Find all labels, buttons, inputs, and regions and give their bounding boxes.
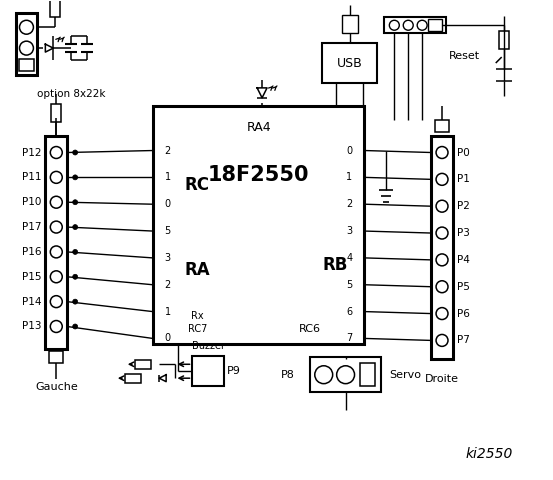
Circle shape [72, 299, 77, 304]
Bar [428, 19, 442, 31]
Text: P8: P8 [281, 370, 295, 380]
Circle shape [436, 308, 448, 320]
Text: P1: P1 [457, 174, 470, 184]
Circle shape [436, 335, 448, 347]
Circle shape [72, 274, 77, 279]
Text: Buzzer: Buzzer [192, 341, 225, 351]
Circle shape [50, 196, 62, 208]
Bar [431, 136, 453, 360]
Text: 2: 2 [165, 145, 171, 156]
Text: 5: 5 [346, 280, 353, 290]
Bar [49, 351, 63, 363]
Bar [51, 104, 61, 122]
Circle shape [50, 171, 62, 183]
Circle shape [403, 20, 413, 30]
Text: 4: 4 [346, 253, 353, 263]
Text: RC6: RC6 [299, 324, 321, 335]
Circle shape [315, 366, 333, 384]
Text: Servo: Servo [389, 370, 421, 380]
Text: P0: P0 [457, 147, 469, 157]
Text: P11: P11 [22, 172, 41, 182]
Bar [322, 43, 377, 83]
Text: ki2550: ki2550 [465, 447, 513, 461]
Text: 5: 5 [165, 226, 171, 236]
Text: P16: P16 [22, 247, 41, 257]
Bar [135, 360, 151, 369]
Text: 1: 1 [346, 172, 353, 182]
Circle shape [19, 20, 33, 34]
Text: 2: 2 [346, 199, 353, 209]
Circle shape [50, 271, 62, 283]
Circle shape [72, 200, 77, 204]
Text: 2: 2 [165, 280, 171, 290]
Text: P3: P3 [457, 228, 470, 238]
Text: P7: P7 [457, 336, 470, 346]
Circle shape [50, 221, 62, 233]
Circle shape [436, 227, 448, 239]
Bar [15, 13, 38, 75]
Circle shape [50, 296, 62, 308]
Text: P5: P5 [457, 282, 470, 292]
Text: Droite: Droite [425, 374, 459, 384]
Circle shape [72, 150, 77, 155]
Text: Gauche: Gauche [35, 382, 77, 392]
Text: 6: 6 [346, 307, 353, 317]
Text: 0: 0 [346, 145, 353, 156]
Circle shape [72, 225, 77, 229]
Circle shape [72, 250, 77, 254]
Text: RB: RB [323, 256, 348, 274]
Circle shape [50, 246, 62, 258]
Text: option 8x22k: option 8x22k [37, 89, 106, 99]
Circle shape [436, 200, 448, 212]
Text: P10: P10 [22, 197, 41, 207]
Circle shape [436, 146, 448, 158]
Circle shape [417, 20, 427, 30]
Text: 3: 3 [346, 226, 353, 236]
Circle shape [72, 324, 77, 329]
Text: RC: RC [185, 176, 210, 194]
Text: P15: P15 [22, 272, 41, 282]
Circle shape [337, 366, 354, 384]
Text: P14: P14 [22, 297, 41, 307]
Text: Rx
RC7: Rx RC7 [188, 312, 207, 334]
Text: USB: USB [337, 57, 362, 70]
Text: P4: P4 [457, 255, 470, 265]
Text: P6: P6 [457, 309, 470, 319]
Bar [45, 136, 67, 349]
Text: 0: 0 [165, 334, 171, 343]
Text: 1: 1 [165, 172, 171, 182]
Text: RA4: RA4 [246, 121, 271, 134]
Text: 0: 0 [165, 199, 171, 209]
Circle shape [19, 41, 33, 55]
Bar [18, 59, 34, 71]
Bar [192, 356, 225, 386]
Circle shape [389, 20, 399, 30]
Circle shape [50, 321, 62, 333]
Text: P9: P9 [227, 366, 241, 376]
Circle shape [436, 281, 448, 293]
Bar [499, 31, 509, 49]
Bar [384, 17, 446, 33]
Bar [342, 15, 358, 33]
Text: P13: P13 [22, 322, 41, 332]
Text: P2: P2 [457, 201, 470, 211]
Bar [435, 120, 449, 132]
Circle shape [436, 254, 448, 266]
Text: 1: 1 [165, 307, 171, 317]
Bar [310, 357, 382, 392]
Bar [50, 0, 60, 17]
Bar [125, 374, 141, 383]
Circle shape [436, 173, 448, 185]
Text: 7: 7 [346, 334, 353, 343]
Text: P12: P12 [22, 147, 41, 157]
Text: Reset: Reset [449, 51, 480, 61]
Text: RA: RA [185, 261, 210, 279]
Text: 18F2550: 18F2550 [208, 166, 309, 185]
Circle shape [50, 146, 62, 158]
Text: 3: 3 [165, 253, 171, 263]
Bar [359, 363, 375, 386]
Text: P17: P17 [22, 222, 41, 232]
Bar [153, 106, 364, 344]
Circle shape [72, 175, 77, 180]
